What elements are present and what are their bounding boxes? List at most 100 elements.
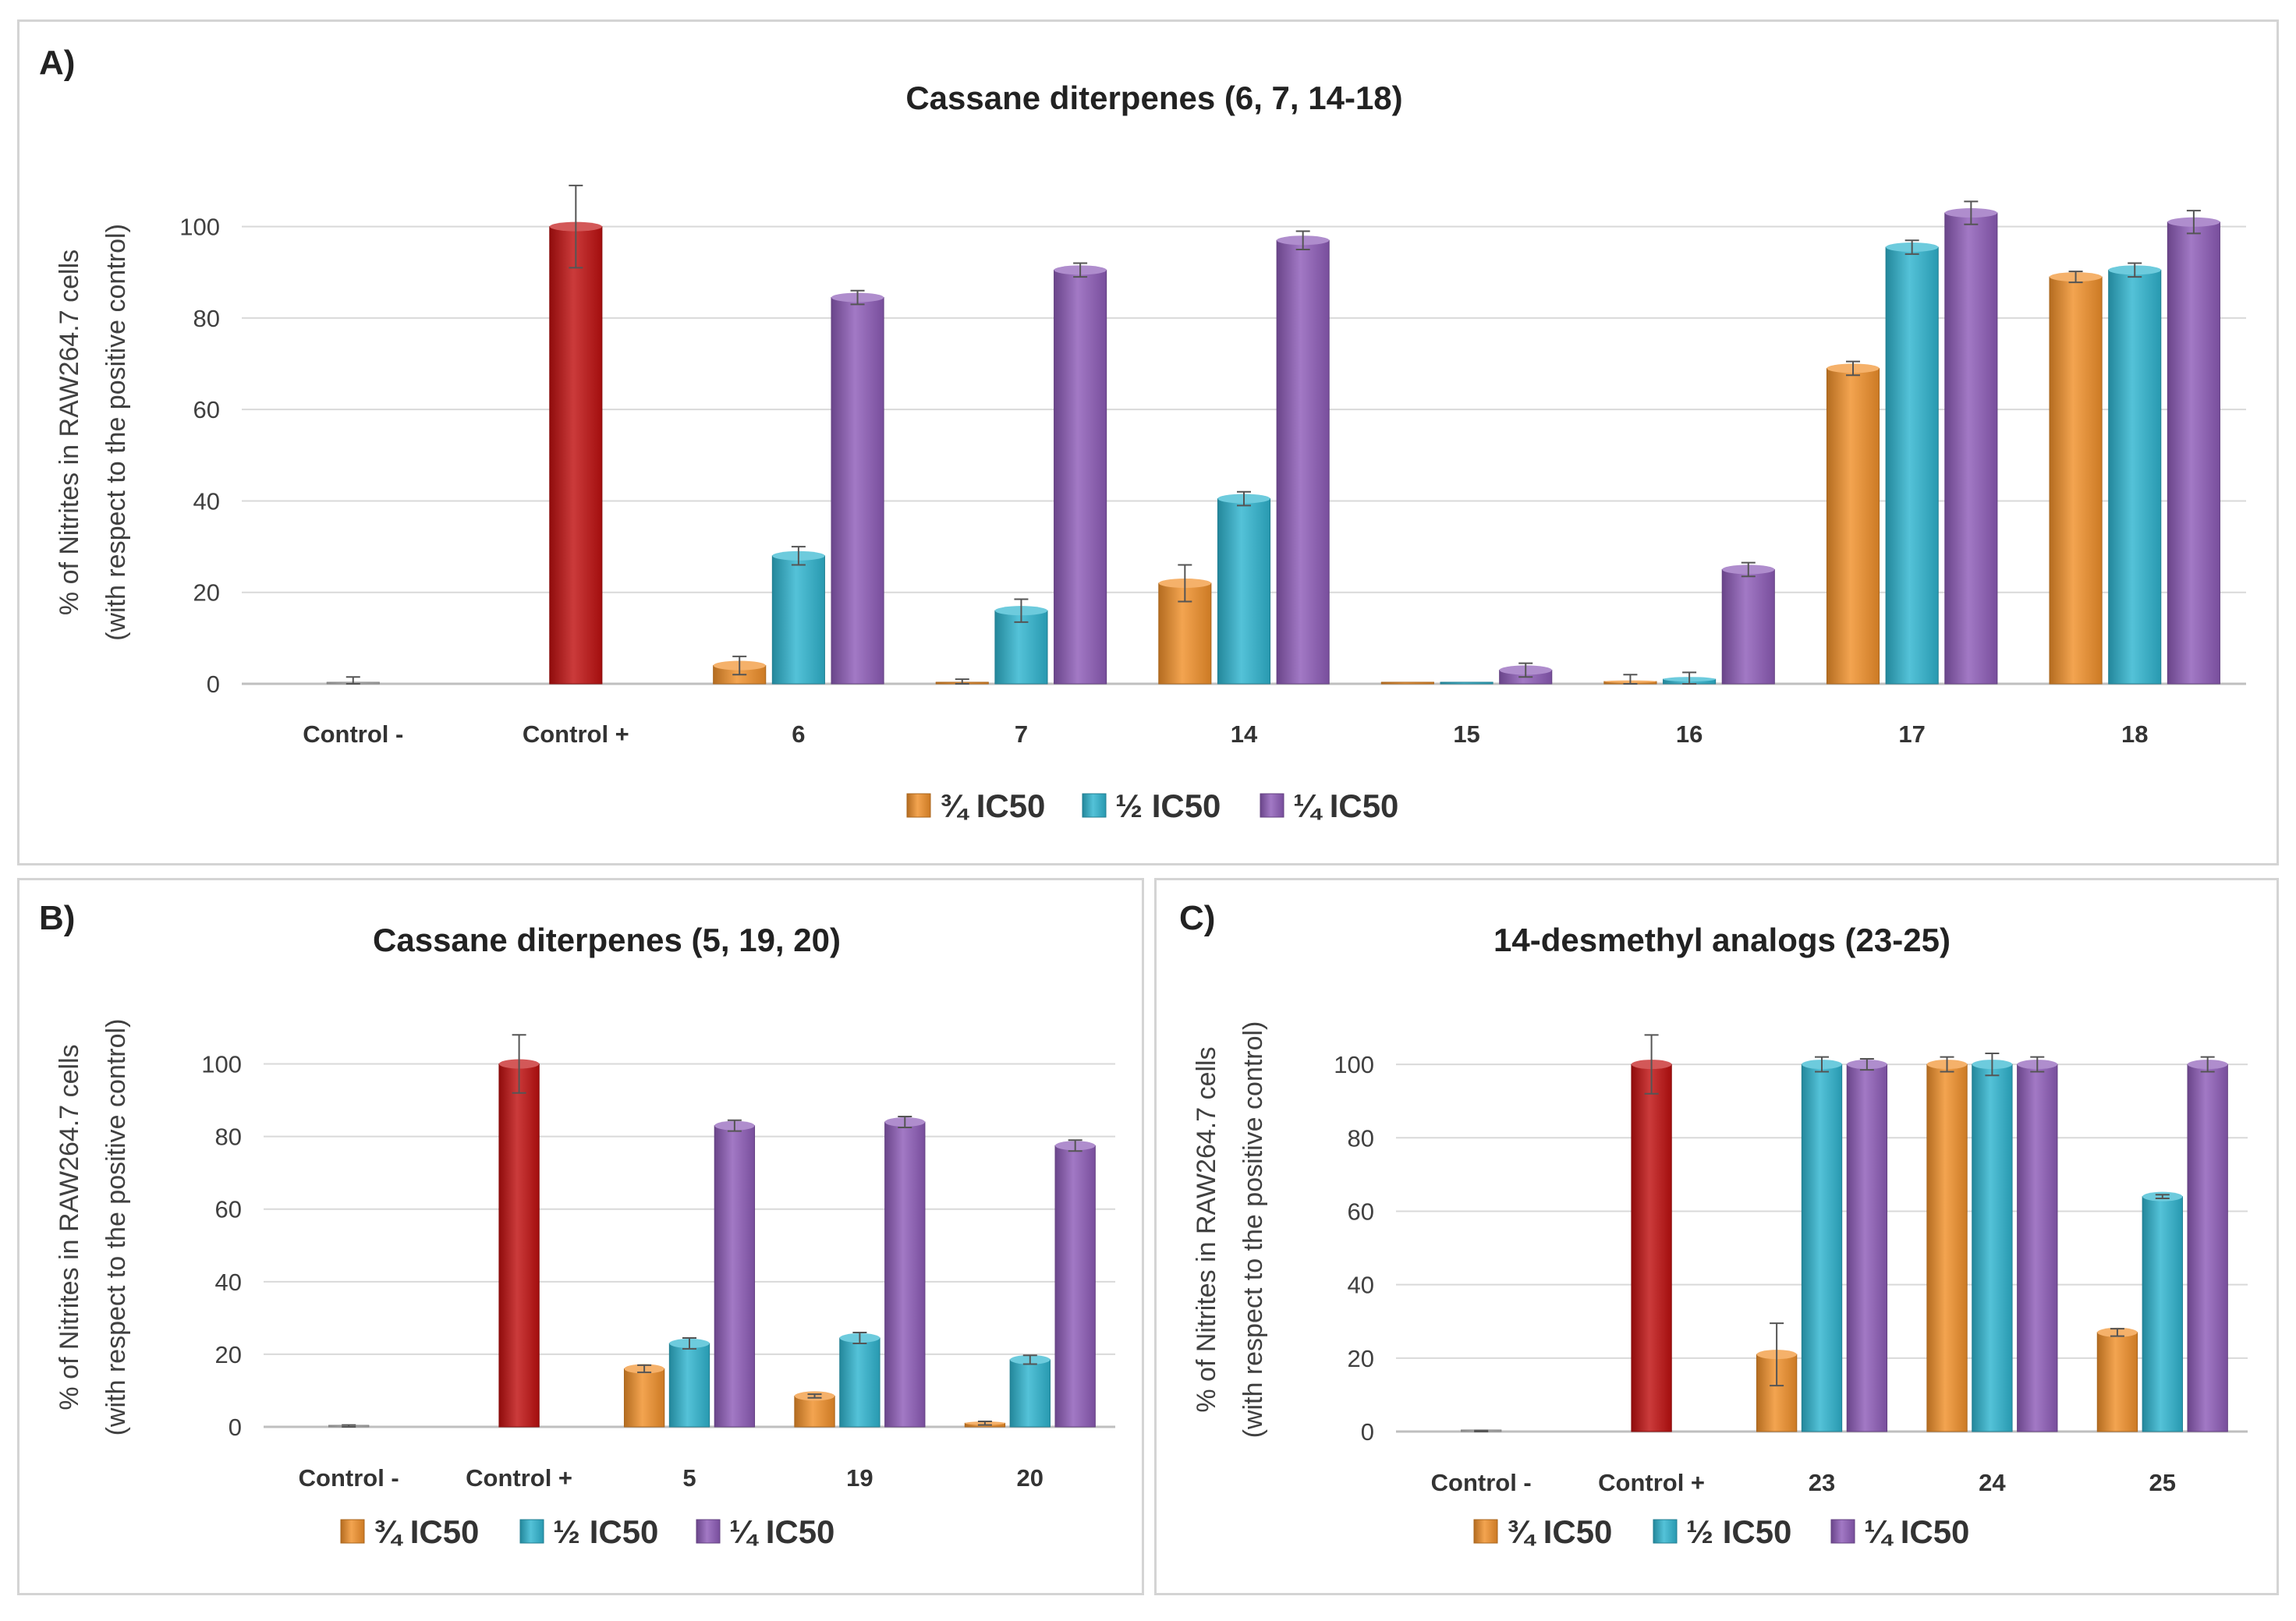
y-tick-label: 60 [215, 1196, 242, 1223]
y-tick-label: 80 [1348, 1124, 1374, 1152]
chart-title: Cassane diterpenes (5, 19, 20) [373, 922, 841, 958]
legend-label: ¼ IC50 [1293, 787, 1398, 824]
x-tick-label: 17 [1898, 720, 1925, 748]
x-tick-label: 25 [2149, 1469, 2176, 1496]
x-tick-label: 18 [2121, 720, 2148, 748]
bar-quarter-ic50 [2167, 221, 2220, 685]
bar-half-ic50 [1972, 1064, 2013, 1432]
y-tick-label: 20 [1348, 1345, 1374, 1372]
y-tick-label: 100 [201, 1051, 242, 1078]
x-tick-label: 16 [1676, 720, 1703, 748]
bar-half-ic50 [2108, 269, 2162, 685]
bar-quarter-ic50 [2017, 1064, 2058, 1432]
bar-half-ic50 [1009, 1359, 1051, 1428]
x-tick-label: 7 [1015, 720, 1028, 748]
x-tick-label: 5 [682, 1464, 696, 1492]
y-axis-label: % of Nitrites in RAW264.7 cells [55, 1044, 84, 1410]
bar-control-positive [1631, 1064, 1672, 1432]
y-tick-label: 0 [1361, 1418, 1374, 1446]
bar-quarter-ic50 [1846, 1064, 1888, 1432]
bar-quarter-ic50 [1054, 269, 1107, 685]
bar-three-quarter-ic50 [623, 1368, 665, 1428]
legend-swatch [696, 1519, 721, 1544]
bar-half-ic50 [1885, 246, 1939, 685]
bar-three-quarter-ic50 [2096, 1332, 2138, 1432]
bar-control-positive [498, 1064, 540, 1428]
legend-label: ¼ IC50 [1864, 1513, 1969, 1550]
bar-quarter-ic50 [831, 297, 884, 685]
legend-swatch [1082, 793, 1107, 818]
chart-b: B) Cassane diterpenes (5, 19, 20) 0 20 40 60 8… [39, 899, 1115, 1550]
bar-control-positive [549, 226, 603, 685]
y-tick-label: 0 [229, 1414, 242, 1441]
x-tick-label: Control - [299, 1464, 399, 1492]
y-tick-label: 20 [193, 579, 220, 607]
panel-label: B) [39, 899, 75, 937]
y-axis-label-sub: (with respect to the positive control) [1238, 1021, 1268, 1439]
y-tick-label: 40 [215, 1269, 242, 1296]
bar-three-quarter-ic50 [1926, 1064, 1968, 1432]
bar-quarter-ic50 [714, 1125, 756, 1428]
y-axis-label-sub: (with respect to the positive control) [101, 224, 131, 641]
legend-label: ¾ IC50 [1507, 1513, 1612, 1550]
x-tick-label: Control + [1598, 1469, 1705, 1496]
y-tick-label: 40 [193, 487, 220, 515]
bar-quarter-ic50 [1054, 1145, 1096, 1428]
y-axis-label: % of Nitrites in RAW264.7 cells [55, 250, 84, 615]
bar-quarter-ic50 [1276, 239, 1330, 685]
chart-title: 14-desmethyl analogs (23-25) [1493, 922, 1951, 958]
legend-label: ¼ IC50 [729, 1513, 834, 1550]
legend-label: ¾ IC50 [940, 787, 1045, 824]
y-tick-label: 100 [1334, 1051, 1374, 1078]
legend-swatch [1830, 1519, 1855, 1544]
chart-title: Cassane diterpenes (6, 7, 14-18) [905, 80, 1402, 116]
x-tick-label: Control - [303, 720, 403, 748]
bar-quarter-ic50 [884, 1121, 926, 1428]
x-tick-label: 20 [1017, 1464, 1043, 1492]
legend-swatch [1473, 1519, 1498, 1544]
chart-a: A) Cassane diterpenes (6, 7, 14-18) 0 20 40 6… [39, 44, 2246, 824]
bar-half-ic50 [771, 555, 825, 685]
legend-swatch [1260, 793, 1284, 818]
bar-quarter-ic50 [2187, 1064, 2228, 1432]
x-tick-label: 23 [1809, 1469, 1835, 1496]
x-tick-label: Control + [466, 1464, 572, 1492]
y-tick-label: 60 [1348, 1198, 1374, 1225]
legend-swatch [340, 1519, 365, 1544]
legend-swatch [1653, 1519, 1678, 1544]
y-tick-label: 20 [215, 1341, 242, 1368]
bar-three-quarter-ic50 [1826, 367, 1880, 685]
x-tick-label: 6 [792, 720, 805, 748]
chart-c: C) 14-desmethyl analogs (23-25) 0 20 40 60 80 1… [1179, 899, 2248, 1550]
legend-label: ¾ IC50 [374, 1513, 479, 1550]
x-tick-label: 19 [846, 1464, 873, 1492]
y-axis-label-sub: (with respect to the positive control) [101, 1019, 131, 1436]
y-tick-label: 60 [193, 396, 220, 423]
x-tick-label: Control - [1431, 1469, 1532, 1496]
bar-three-quarter-ic50 [1380, 681, 1434, 685]
bar-half-ic50 [1217, 498, 1271, 685]
bar-half-ic50 [839, 1337, 880, 1428]
panel-b [17, 878, 1144, 1595]
bar-quarter-ic50 [1721, 568, 1775, 685]
legend-label: ½ IC50 [553, 1513, 658, 1550]
legend-label: ½ IC50 [1686, 1513, 1791, 1550]
legend-swatch [519, 1519, 544, 1544]
y-tick-label: 100 [179, 214, 220, 241]
y-tick-label: 40 [1348, 1272, 1374, 1299]
y-axis-label: % of Nitrites in RAW264.7 cells [1192, 1046, 1221, 1412]
bar-quarter-ic50 [1944, 212, 1998, 685]
bar-half-ic50 [1801, 1064, 1843, 1432]
panel-c [1154, 878, 2279, 1595]
bar-three-quarter-ic50 [794, 1395, 835, 1428]
y-tick-label: 80 [193, 305, 220, 332]
x-tick-label: 24 [1979, 1469, 2006, 1496]
panel-label: C) [1179, 899, 1215, 937]
panel-label: A) [39, 44, 75, 82]
x-tick-label: 14 [1231, 720, 1258, 748]
bar-three-quarter-ic50 [2049, 276, 2103, 685]
bar-half-ic50 [1440, 681, 1493, 685]
y-tick-label: 0 [207, 671, 220, 698]
legend-swatch [906, 793, 931, 818]
